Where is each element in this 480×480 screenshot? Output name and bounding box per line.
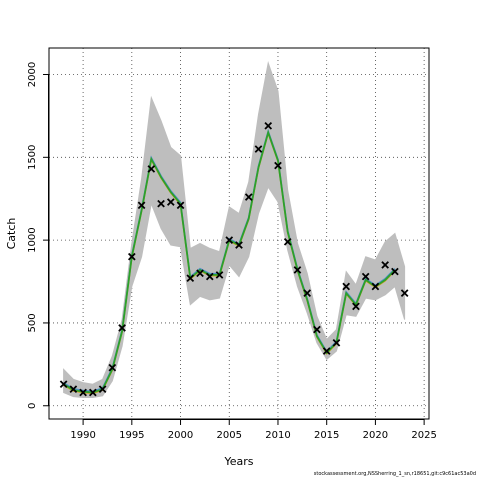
observed-point-stroke xyxy=(313,325,321,334)
observed-point-stroke xyxy=(274,161,282,170)
observed-point xyxy=(264,122,273,130)
y-tick-label: 500 xyxy=(27,313,38,332)
observed-point-stroke xyxy=(361,272,370,281)
observed-point-stroke xyxy=(79,388,87,397)
observed-point xyxy=(59,380,68,389)
observed-point xyxy=(225,236,234,244)
observed-point-stroke xyxy=(352,302,360,311)
gridlines xyxy=(49,48,429,419)
observed-point-stroke xyxy=(69,385,78,394)
x-tick-label: 1990 xyxy=(70,430,95,441)
observed-point xyxy=(137,201,146,210)
observed-point xyxy=(79,388,87,397)
observed-point-stroke xyxy=(127,252,136,261)
observed-point-stroke xyxy=(205,272,214,281)
observed-point-stroke xyxy=(215,271,224,279)
observed-point xyxy=(147,165,156,173)
observed-point xyxy=(176,201,185,210)
observed-point-stroke xyxy=(342,282,351,291)
observed-point xyxy=(215,271,224,279)
observed-point xyxy=(108,363,117,372)
observed-point-stroke xyxy=(391,267,399,276)
observed-point-stroke xyxy=(89,388,97,397)
observed-point-stroke xyxy=(303,289,312,297)
observed-point-stroke xyxy=(244,193,253,201)
observed-point xyxy=(118,324,126,332)
footer-caption: stockassessment.org,NSSherring_1_sn,r186… xyxy=(313,471,476,477)
observed-point-stroke xyxy=(225,236,234,244)
observed-point-stroke xyxy=(98,385,107,394)
observed-point xyxy=(361,272,370,281)
observed-point-stroke xyxy=(108,363,117,372)
observed-point xyxy=(205,272,214,281)
observed-point xyxy=(157,199,165,208)
x-tick-label: 2025 xyxy=(411,430,436,441)
x-axis: 1990 1995 2000 2005 2010 2015 2020 2025 xyxy=(70,419,437,441)
observed-point xyxy=(332,338,341,347)
observed-point-stroke xyxy=(400,289,409,297)
x-axis-title: Years xyxy=(223,455,253,468)
x-tick-label: 2015 xyxy=(314,430,339,441)
observed-point xyxy=(244,193,253,201)
observed-point-stroke xyxy=(322,347,331,355)
observed-point-stroke xyxy=(283,237,292,246)
observed-point xyxy=(322,347,331,355)
observed-point xyxy=(342,282,351,291)
y-tick-label: 1500 xyxy=(27,145,38,170)
x-tick-label: 2010 xyxy=(265,430,290,441)
y-axis: 0 500 1000 1500 2000 xyxy=(27,62,49,409)
observed-point xyxy=(391,267,399,276)
x-tick-label: 2005 xyxy=(217,430,242,441)
observed-point-stroke xyxy=(381,261,389,269)
observed-point-stroke xyxy=(371,282,380,291)
observed-point xyxy=(381,261,389,269)
y-tick-label: 1000 xyxy=(27,227,38,252)
observed-point-stroke xyxy=(264,122,273,130)
observed-point-stroke xyxy=(235,241,243,249)
observed-point xyxy=(293,266,302,274)
observed-point-stroke xyxy=(176,201,185,210)
observed-point-stroke xyxy=(254,145,263,153)
y-tick-label: 2000 xyxy=(27,62,38,87)
observed-point-stroke xyxy=(293,266,302,274)
observed-point-stroke xyxy=(166,198,175,206)
y-tick-label: 0 xyxy=(27,403,38,409)
observed-point xyxy=(303,289,312,297)
observed-point xyxy=(196,269,204,278)
observed-point xyxy=(371,282,380,291)
observed-point xyxy=(235,241,243,249)
observed-point xyxy=(283,237,292,246)
observed-point xyxy=(186,274,195,283)
observed-point-stroke xyxy=(118,324,126,332)
x-tick-label: 2000 xyxy=(168,430,193,441)
observed-point xyxy=(313,325,321,334)
observed-markers xyxy=(59,122,409,397)
observed-point xyxy=(69,385,78,394)
observed-point xyxy=(89,388,97,397)
confidence-band-area xyxy=(63,60,406,398)
confidence-band xyxy=(63,60,406,398)
observed-point xyxy=(98,385,107,394)
observed-point xyxy=(166,198,175,206)
y-axis-title: Catch xyxy=(5,218,18,250)
x-tick-label: 2020 xyxy=(363,430,388,441)
observed-point xyxy=(352,302,360,311)
observed-point-stroke xyxy=(59,380,68,389)
observed-point-stroke xyxy=(196,269,204,278)
x-tick-label: 1995 xyxy=(119,430,144,441)
observed-point-stroke xyxy=(186,274,195,283)
observed-point xyxy=(400,289,409,297)
observed-point xyxy=(254,145,263,153)
observed-point-stroke xyxy=(147,165,156,173)
observed-point-stroke xyxy=(137,201,146,210)
observed-point xyxy=(127,252,136,261)
observed-point xyxy=(274,161,282,170)
observed-point-stroke xyxy=(332,338,341,347)
observed-point-stroke xyxy=(157,199,165,208)
